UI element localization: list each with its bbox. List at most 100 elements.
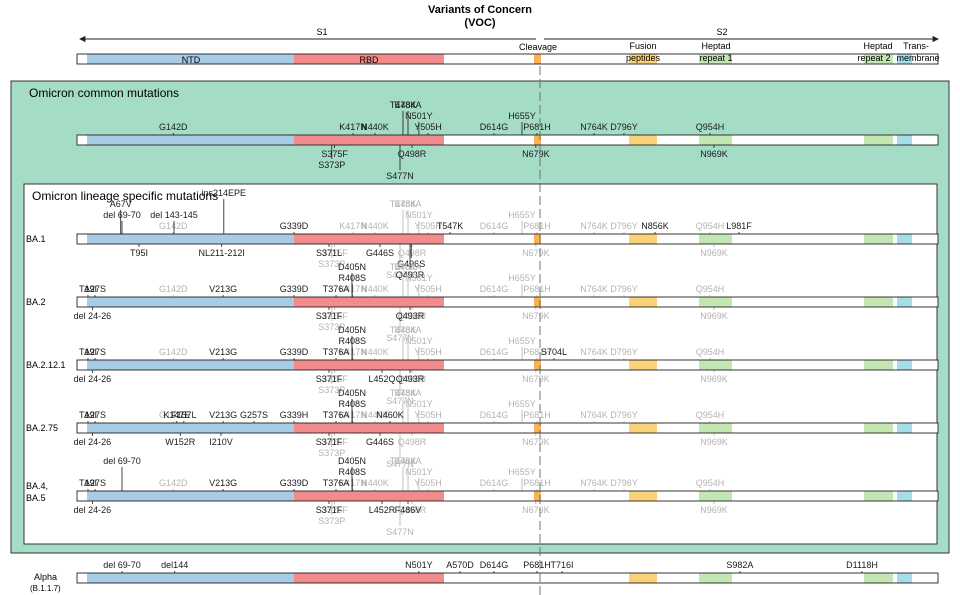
- domain-ntd: [87, 491, 294, 501]
- lineage-mutation-label: Q493R: [396, 311, 425, 321]
- ntd-label: NTD: [182, 55, 201, 65]
- ghost-mutation-label: P681H: [523, 347, 551, 357]
- figure-subtitle: (VOC): [464, 17, 496, 29]
- lineage-mutation-label: G339D: [280, 478, 309, 488]
- ghost-mutation-label: N440K: [361, 478, 389, 488]
- ghost-mutation-label: S477N: [386, 396, 414, 406]
- lineage-mutation-label: del 69-70: [103, 456, 141, 466]
- lineage-mutation-label: S704L: [541, 347, 567, 357]
- domain-cleavage: [534, 135, 541, 145]
- lineage-name: BA.1: [26, 234, 46, 244]
- ghost-mutation-label: Y505H: [414, 347, 442, 357]
- ghost-mutation-label: N969K: [700, 374, 728, 384]
- lineage-mutation-label: A27S: [84, 478, 106, 488]
- lineage-mutation-label: T95I: [130, 248, 148, 258]
- lineage-mutation-label: G339D: [280, 221, 309, 231]
- domain-hr1: [699, 491, 732, 501]
- lineage-mutation-label: Q493R: [396, 374, 425, 384]
- common-mutation-label: S477N: [386, 171, 414, 181]
- common-mutation-label: D614G: [480, 122, 509, 132]
- domain-rbd: [294, 573, 444, 583]
- lineage-name: BA.4,: [26, 481, 48, 491]
- lineage-mutation-label: N856K: [641, 221, 669, 231]
- lineage-mutation-label: D405N: [338, 388, 366, 398]
- domain-ntd: [87, 423, 294, 433]
- ghost-mutation-label: E484A: [394, 199, 421, 209]
- ghost-mutation-label: K417N: [339, 347, 367, 357]
- domain-fusion: [629, 573, 657, 583]
- common-mutation-label: T478K: [390, 100, 417, 110]
- lineage-mutation-label: A27S: [84, 284, 106, 294]
- alpha-mutation-label: D1118H: [846, 560, 878, 570]
- alpha-mutation-label: del144: [161, 560, 188, 570]
- ghost-mutation-label: G142D: [159, 478, 188, 488]
- bar-background: [77, 135, 938, 145]
- domain-hr2: [864, 423, 893, 433]
- ghost-mutation-label: N501Y: [405, 336, 433, 346]
- ghost-mutation-label: K417N: [339, 221, 367, 231]
- ghost-mutation-label: S373P: [318, 322, 345, 332]
- ghost-mutation-label: Q498R: [398, 437, 427, 447]
- domain-tm: [897, 491, 912, 501]
- ghost-mutation-label: D614G: [480, 347, 509, 357]
- domain-tm: [897, 360, 912, 370]
- lineage-mutation-label: D405N: [338, 262, 366, 272]
- domain-tm: [897, 135, 912, 145]
- ghost-mutation-label: N764K: [580, 410, 608, 420]
- ghost-mutation-label: T478K: [390, 388, 417, 398]
- ghost-mutation-label: H655Y: [508, 210, 536, 220]
- ghost-mutation-label: Q498R: [398, 505, 427, 515]
- domain-hr1: [699, 54, 732, 64]
- hr2-label-2: repeat 2: [857, 53, 890, 63]
- domain-hr1: [699, 360, 732, 370]
- lineage-mutation-label: del 24-26: [74, 374, 112, 384]
- domain-hr2: [864, 297, 893, 307]
- ghost-mutation-label: P681H: [523, 221, 551, 231]
- domain-hr1: [699, 423, 732, 433]
- domain-cleavage: [534, 423, 541, 433]
- domain-cleavage: [534, 360, 541, 370]
- ghost-mutation-label: P681H: [523, 284, 551, 294]
- lineage-mutation-label: G257S: [240, 410, 268, 420]
- ghost-mutation-label: P681H: [523, 410, 551, 420]
- bar-outline: [76, 572, 939, 584]
- ghost-mutation-label: N501Y: [405, 467, 433, 477]
- domain-ntd: [87, 135, 294, 145]
- common-panel-title: Omicron common mutations: [29, 86, 179, 100]
- bar-background: [77, 297, 938, 307]
- ghost-mutation-label: D796Y: [610, 478, 638, 488]
- domain-hr2: [864, 360, 893, 370]
- bar-outline: [76, 233, 939, 245]
- domain-ntd: [87, 360, 294, 370]
- lineage-bar: [76, 233, 939, 245]
- ghost-mutation-label: G142D: [159, 347, 188, 357]
- lineage-mutation-label: V213G: [209, 347, 237, 357]
- lineage-bar: [76, 296, 939, 308]
- fusion-label-2: peptides: [626, 53, 661, 63]
- ghost-mutation-label: H655Y: [508, 399, 536, 409]
- ghost-mutation-label: T478K: [390, 456, 417, 466]
- alpha-mutation-label: P681H: [523, 560, 551, 570]
- common-mutation-label: Y505H: [414, 122, 442, 132]
- ghost-mutation-label: Y505H: [414, 410, 442, 420]
- ghost-mutation-label: Q954H: [696, 284, 725, 294]
- domain-fusion: [629, 423, 657, 433]
- lineage-mutation-label: I210V: [209, 437, 233, 447]
- domain-fusion: [629, 234, 657, 244]
- ghost-mutation-label: S375F: [321, 437, 348, 447]
- domain-ntd: [87, 297, 294, 307]
- lineage-mutation-label: S371F: [316, 505, 343, 515]
- common-mutation-label: K417N: [339, 122, 367, 132]
- bar-background: [77, 423, 938, 433]
- lineage-mutation-label: T376A: [323, 284, 350, 294]
- fusion-label: Fusion: [629, 41, 656, 51]
- ghost-mutation-label: D614G: [480, 221, 509, 231]
- figure-title: Variants of Concern: [428, 4, 532, 16]
- ghost-mutation-label: Y505H: [414, 284, 442, 294]
- lineage-name: BA.2.75: [26, 423, 58, 433]
- ghost-mutation-label: N501Y: [405, 273, 433, 283]
- s2-label: S2: [716, 27, 727, 37]
- domain-ntd: [87, 573, 294, 583]
- ghost-mutation-label: Q954H: [696, 410, 725, 420]
